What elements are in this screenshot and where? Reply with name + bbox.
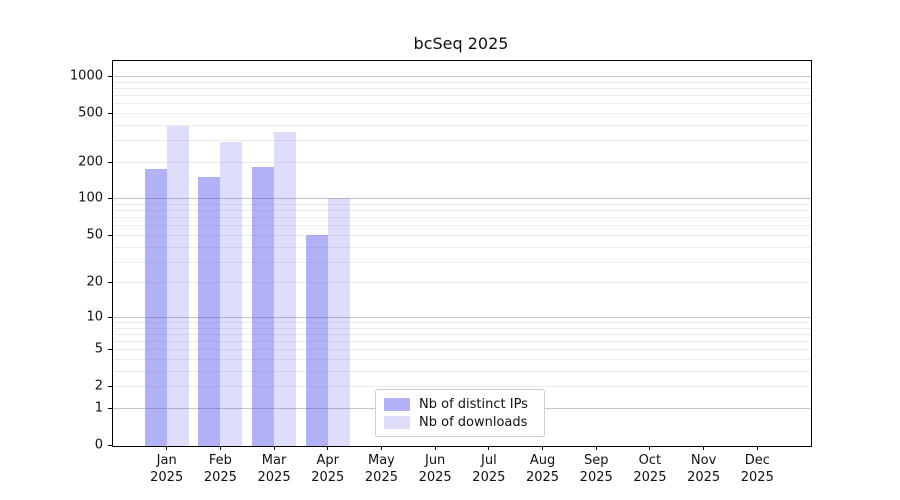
x-tick-label: Dec 2025 xyxy=(740,453,774,485)
gridline xyxy=(113,234,811,236)
y-tick xyxy=(108,349,112,351)
y-tick-label: 500 xyxy=(78,105,103,121)
x-tick xyxy=(488,446,490,450)
y-tick xyxy=(108,282,112,284)
bar-distinct-ips-mar xyxy=(252,167,275,446)
y-tick-label: 100 xyxy=(78,190,103,206)
gridline xyxy=(113,112,811,114)
legend-swatch-distinct-ips xyxy=(384,397,410,411)
gridline xyxy=(113,217,811,219)
y-tick-label: 2 xyxy=(94,378,103,394)
x-tick xyxy=(595,446,597,450)
x-tick xyxy=(649,446,651,450)
gridline xyxy=(113,225,811,227)
x-tick xyxy=(273,446,275,450)
y-tick xyxy=(108,386,112,388)
y-tick-label: 5 xyxy=(94,341,103,357)
legend-swatch-downloads xyxy=(384,415,410,429)
x-tick xyxy=(542,446,544,450)
x-tick xyxy=(756,446,758,450)
x-tick xyxy=(166,446,168,450)
gridline xyxy=(113,198,811,200)
chart-title: bcSeq 2025 xyxy=(413,34,509,53)
y-tick-label: 20 xyxy=(86,274,103,290)
y-tick xyxy=(108,161,112,163)
y-tick xyxy=(108,234,112,236)
plot-area: Nb of distinct IPs Nb of downloads 0 1 2 5 1… xyxy=(70,60,812,485)
x-tick-label: Jul 2025 xyxy=(472,453,506,485)
gridline xyxy=(113,341,811,343)
x-tick-label: Aug 2025 xyxy=(525,453,560,485)
bar-downloads-mar xyxy=(274,131,297,446)
y-tick-label: 0 xyxy=(94,437,103,453)
y-tick xyxy=(108,112,112,114)
x-tick-label: Feb 2025 xyxy=(203,453,237,485)
x-tick xyxy=(703,446,705,450)
x-tick-label: Oct 2025 xyxy=(633,453,667,485)
gridline xyxy=(113,210,811,212)
gridline xyxy=(113,246,811,248)
gridline xyxy=(113,359,811,361)
gridline xyxy=(113,322,811,323)
gridline xyxy=(113,370,811,372)
y-tick xyxy=(108,407,112,409)
gridline xyxy=(113,161,811,163)
y-tick xyxy=(108,198,112,200)
y-tick-label: 200 xyxy=(78,154,103,170)
x-tick-label: Mar 2025 xyxy=(257,453,291,485)
x-tick xyxy=(380,446,382,450)
bar-downloads-jan xyxy=(166,126,189,446)
gridline xyxy=(113,349,811,351)
gridline xyxy=(113,316,811,318)
y-tick-label: 1000 xyxy=(69,68,103,84)
y-tick xyxy=(108,445,112,446)
gridline xyxy=(113,327,811,329)
x-tick xyxy=(434,446,436,450)
y-tick-label: 10 xyxy=(86,309,103,325)
gridline xyxy=(113,140,811,142)
legend: Nb of distinct IPs Nb of downloads xyxy=(375,389,545,437)
gridline xyxy=(113,282,811,284)
bar-downloads-feb xyxy=(220,141,243,446)
legend-item-distinct-ips: Nb of distinct IPs xyxy=(384,397,536,412)
x-tick-label: Apr 2025 xyxy=(311,453,345,485)
x-tick-label: Nov 2025 xyxy=(687,453,721,485)
y-tick-label: 1 xyxy=(94,400,103,416)
x-tick-label: Jan 2025 xyxy=(150,453,184,485)
y-tick xyxy=(108,316,112,318)
x-tick-label: May 2025 xyxy=(364,453,398,485)
x-tick-label: Jun 2025 xyxy=(418,453,452,485)
gridline xyxy=(113,87,811,89)
gridline xyxy=(113,333,811,335)
legend-label-downloads: Nb of downloads xyxy=(419,414,528,430)
bar-distinct-ips-apr xyxy=(305,234,328,446)
bar-distinct-ips-jan xyxy=(144,168,167,446)
gridline xyxy=(113,204,811,206)
legend-label-distinct-ips: Nb of distinct IPs xyxy=(419,396,528,412)
gridline xyxy=(113,386,811,388)
x-tick xyxy=(219,446,221,450)
gridline xyxy=(113,81,811,83)
gridline xyxy=(113,75,811,77)
legend-item-downloads: Nb of downloads xyxy=(384,415,536,430)
x-tick xyxy=(327,446,329,450)
bar-downloads-apr xyxy=(327,198,350,446)
bar-distinct-ips-feb xyxy=(198,177,221,446)
y-tick xyxy=(108,75,112,77)
gridline xyxy=(113,124,811,126)
x-tick-label: Sep 2025 xyxy=(579,453,613,485)
y-tick-label: 50 xyxy=(86,227,103,243)
gridline xyxy=(113,261,811,263)
gridline xyxy=(113,94,811,96)
gridline xyxy=(113,103,811,105)
